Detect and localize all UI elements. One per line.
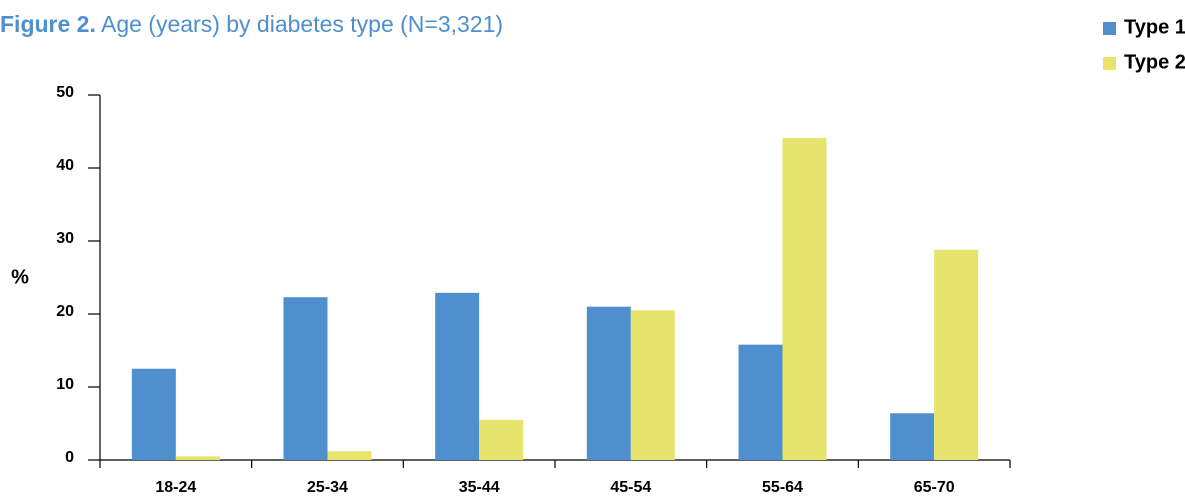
bar [175, 456, 220, 460]
legend-swatch [1103, 22, 1116, 35]
bar [283, 297, 328, 460]
title-label: Figure 2. [0, 11, 96, 37]
x-tick-label: 25-34 [307, 479, 348, 496]
title-text: Age (years) by diabetes type (N=3,321) [101, 11, 503, 37]
bar [435, 292, 480, 460]
y-tick-label: 40 [56, 157, 74, 174]
legend-label: Type 1 [1124, 16, 1185, 38]
x-tick-label: 55-64 [762, 479, 803, 496]
bar [630, 310, 675, 460]
bar [586, 306, 631, 460]
y-tick-label: 20 [56, 303, 74, 320]
bar [782, 138, 827, 460]
bar [131, 368, 176, 460]
chart-title: Figure 2. Age (years) by diabetes type (… [0, 11, 503, 37]
bar [738, 344, 783, 460]
legend-label: Type 2 [1124, 51, 1185, 73]
y-tick-label: 50 [56, 84, 74, 101]
y-tick-label: 30 [56, 230, 74, 247]
legend-swatch [1103, 57, 1116, 70]
y-axis-label: % [11, 266, 29, 288]
bar [890, 413, 935, 460]
x-tick-label: 65-70 [914, 479, 955, 496]
x-tick-label: 35-44 [459, 479, 500, 496]
y-tick-label: 0 [65, 449, 74, 466]
x-tick-label: 18-24 [155, 479, 196, 496]
bar [934, 249, 979, 460]
bar [479, 419, 524, 460]
bar [327, 451, 372, 460]
y-tick-label: 10 [56, 376, 74, 393]
x-tick-label: 45-54 [610, 479, 651, 496]
